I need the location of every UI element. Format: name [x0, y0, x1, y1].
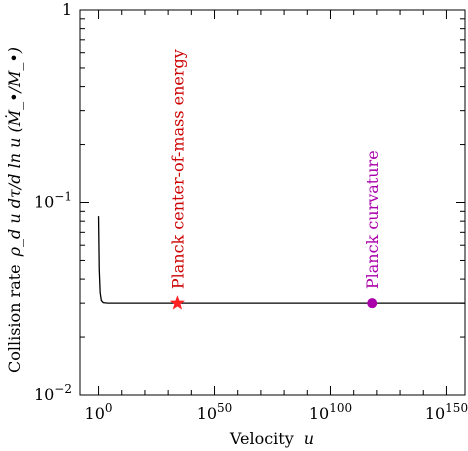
axis-ticks: [80, 10, 465, 396]
x-axis-label-main: Velocity: [229, 429, 294, 448]
circle-marker: [367, 298, 378, 309]
plot-frame: [79, 9, 466, 396]
x-axis-label: Velocity u: [229, 429, 314, 448]
y-tick-label: 1: [62, 0, 72, 19]
annotation-label-0: Planck center-of-mass energy: [168, 49, 187, 289]
x-tick-label: 1050: [197, 401, 233, 423]
y-axis-label-formula: ρ_d u dτ/d ln u (Ṁ_•/M_•): [4, 47, 24, 257]
y-axis-label: Collision rate ρ_d u dτ/d ln u (Ṁ_•/M_•): [4, 47, 24, 373]
y-tick-label: 10−2: [34, 382, 72, 404]
x-tick-labels: 100 1050 10100 10150: [85, 401, 468, 423]
x-tick-label: 10100: [309, 401, 352, 423]
svg-text:Collision rateρ_d u dτ/d ln u: Collision rate ρ_d u dτ/d ln u (Ṁ_•/M_•): [4, 47, 24, 373]
x-tick-label: 10150: [425, 401, 468, 423]
x-axis-label-var: u: [304, 429, 314, 448]
y-axis-label-main: Collision rate: [5, 264, 24, 373]
series-line-0: [97, 216, 465, 304]
series-layer: [97, 216, 465, 304]
annotation-layer: Planck center-of-mass energy Planck curva…: [168, 49, 382, 310]
annotation-label-1: Planck curvature: [363, 150, 382, 289]
y-tick-labels: 10−2 10−1 1: [34, 0, 72, 404]
y-tick-label: 10−1: [34, 190, 72, 212]
star-marker: [169, 295, 185, 310]
x-tick-label: 100: [85, 401, 113, 423]
